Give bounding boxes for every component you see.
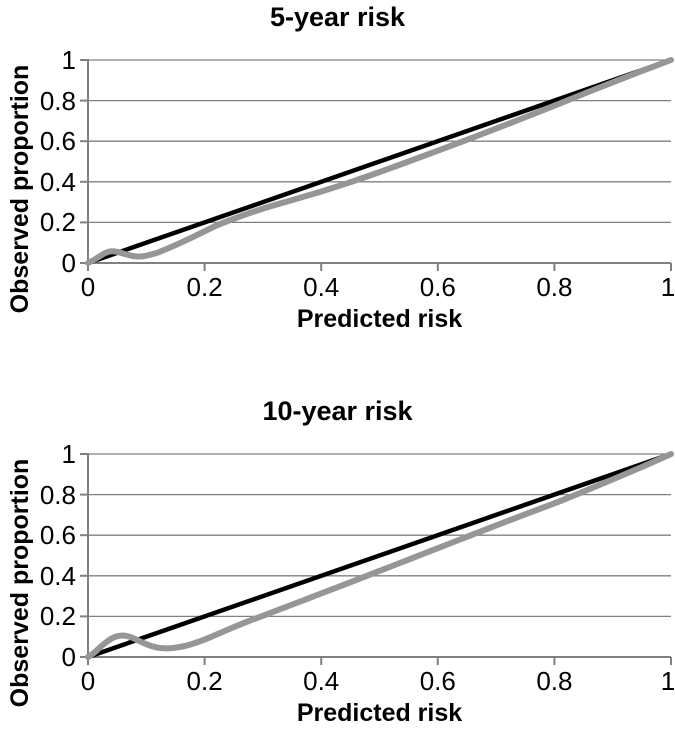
y-tick-label: 1	[61, 439, 76, 469]
y-axis-tick-labels: 0 0.2 0.4 0.6 0.8 1	[0, 0, 80, 345]
y-axis-title: Observed proportion	[6, 458, 34, 708]
y-tick-label: 0	[61, 642, 76, 672]
y-tick-label: 1	[61, 45, 76, 75]
observed-calibration-curve	[85, 451, 674, 660]
calibration-plot	[80, 451, 674, 665]
chart-title: 10-year risk	[262, 396, 413, 426]
x-tick-label: 0.2	[186, 666, 223, 696]
x-tick-label: 0.6	[419, 666, 456, 696]
x-axis-tick-labels: 0 0.2 0.4 0.6 0.8 1	[0, 273, 675, 303]
x-tick-label: 0.4	[303, 272, 340, 302]
y-tick-label: 0.4	[39, 166, 76, 197]
observed-calibration-curve	[85, 57, 674, 266]
chart-title: 5-year risk	[269, 2, 406, 32]
y-tick-label: 0.4	[39, 560, 76, 591]
x-axis-title: Predicted risk	[296, 699, 463, 727]
ideal-line	[85, 57, 674, 266]
x-tick-label: 1	[660, 666, 675, 696]
x-tick-label: 1	[660, 272, 675, 302]
x-tick-label: 0.8	[536, 272, 573, 302]
x-tick-label: 0.4	[303, 666, 340, 696]
y-tick-label: 0.6	[39, 126, 76, 157]
y-tick-label: 0.6	[39, 520, 76, 551]
y-axis-tick-labels: 0 0.2 0.4 0.6 0.8 1	[0, 394, 80, 739]
y-tick-label: 0	[61, 248, 76, 278]
x-tick-label: 0.6	[419, 272, 456, 302]
y-tick-label: 0.8	[39, 85, 76, 116]
x-axis-tick-labels: 0 0.2 0.4 0.6 0.8 1	[0, 667, 675, 697]
y-tick-label: 0.2	[39, 601, 76, 632]
y-axis-title: Observed proportion	[6, 64, 34, 314]
calibration-plot	[80, 57, 674, 271]
chart-5-year-risk: 5-year risk 0 0.2 0.4 0.6 0.8 1 0 0.2 0.4 0.6 0.8…	[0, 0, 675, 345]
x-tick-label: 0	[80, 666, 96, 696]
ideal-line	[85, 451, 674, 660]
x-tick-label: 0.8	[536, 666, 573, 696]
x-tick-label: 0.2	[186, 272, 223, 302]
x-axis-title: Predicted risk	[296, 305, 463, 333]
chart-10-year-risk: 10-year risk 0 0.2 0.4 0.6 0.8 1 0 0.2 0.4 0.6 0.…	[0, 394, 675, 739]
x-tick-label: 0	[80, 272, 96, 302]
y-tick-label: 0.8	[39, 479, 76, 510]
y-tick-label: 0.2	[39, 207, 76, 238]
